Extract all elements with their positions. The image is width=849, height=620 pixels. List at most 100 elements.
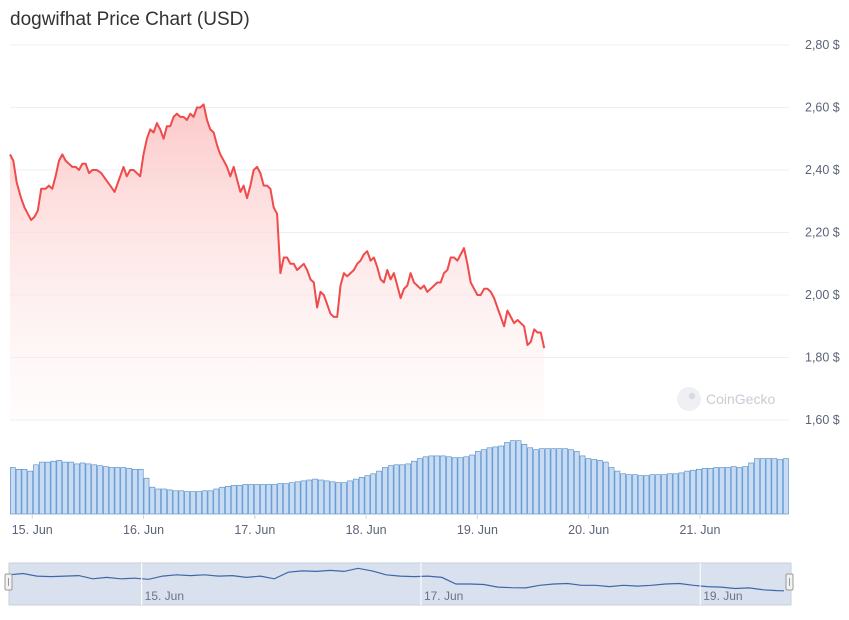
- coingecko-logo-icon: [677, 387, 701, 411]
- volume-bar: [620, 473, 627, 515]
- volume-bar: [387, 465, 394, 515]
- volume-bar: [562, 448, 568, 515]
- volume-bar: [114, 467, 121, 515]
- x-tick-label: 16. Jun: [123, 523, 164, 537]
- volume-bar: [550, 448, 557, 515]
- volume-bar: [265, 484, 272, 515]
- coingecko-logo-eye: [688, 392, 696, 400]
- volume-bar: [509, 440, 516, 515]
- navigator-tick-label: 15. Jun: [145, 589, 184, 603]
- chart-title: dogwifhat Price Chart (USD): [10, 9, 250, 30]
- volume-bar: [323, 480, 330, 515]
- volume-bar: [399, 464, 406, 515]
- volume-bar: [649, 474, 656, 515]
- volume-bar: [783, 458, 789, 515]
- x-axis-labels: 15. Jun 16. Jun 17. Jun 18. Jun 19. Jun 20. J…: [12, 514, 721, 537]
- volume-bar: [480, 449, 487, 515]
- volume-bar: [608, 467, 615, 515]
- volume-bar: [672, 473, 679, 515]
- volume-bar: [172, 490, 179, 515]
- volume-bar: [695, 468, 702, 515]
- volume-bar: [730, 466, 737, 515]
- volume-bar: [103, 466, 109, 515]
- volume-bar: [341, 482, 347, 515]
- volume-bar: [143, 477, 150, 515]
- x-tick-label: 17. Jun: [234, 523, 275, 537]
- volume-bar: [376, 470, 382, 515]
- volume-bar: [85, 463, 92, 515]
- price-line: [9, 103, 546, 349]
- volume-bar: [259, 484, 266, 515]
- volume-bar: [68, 461, 74, 515]
- volume-bar: [515, 440, 522, 515]
- volume-bar: [318, 479, 324, 515]
- volume-bar: [347, 480, 353, 515]
- volume-bar: [486, 447, 493, 515]
- volume-bar: [207, 490, 214, 515]
- volume-bar: [190, 491, 196, 515]
- volume-bar: [196, 491, 202, 515]
- y-tick-label: 2,40 $: [805, 163, 840, 177]
- volume-bar: [777, 459, 783, 515]
- volume-bar: [666, 473, 673, 515]
- x-tick-label: 19. Jun: [457, 523, 498, 537]
- navigator-tick-label: 19. Jun: [703, 589, 742, 603]
- volume-bar: [184, 491, 191, 515]
- volume-bar: [132, 468, 138, 515]
- volume-bar: [701, 468, 708, 515]
- volume-bar: [533, 449, 539, 515]
- volume-bar: [422, 456, 429, 515]
- volume-bar: [771, 458, 778, 515]
- volume-bar: [44, 461, 51, 515]
- volume-bar: [626, 474, 632, 515]
- volume-bar: [428, 455, 435, 515]
- volume-bar: [254, 484, 260, 515]
- volume-bar: [469, 454, 475, 515]
- volume-bar: [579, 455, 586, 515]
- x-tick-label: 20. Jun: [568, 523, 609, 537]
- volume-bar: [161, 488, 167, 515]
- volume-bar: [370, 473, 377, 515]
- volume-bar: [352, 478, 359, 515]
- volume-bar: [166, 489, 173, 515]
- x-tick-label: 15. Jun: [12, 523, 53, 537]
- volume-series: [10, 440, 789, 515]
- volume-bar: [306, 479, 313, 515]
- volume-bar: [10, 467, 16, 515]
- volume-bar: [725, 467, 731, 515]
- volume-bar: [504, 442, 510, 515]
- y-tick-label: 1,60 $: [805, 413, 840, 427]
- volume-bar: [736, 467, 743, 515]
- volume-bar: [457, 457, 464, 515]
- volume-bar: [719, 467, 725, 515]
- volume-bar: [300, 480, 307, 515]
- volume-bar: [62, 461, 68, 515]
- price-area: [10, 104, 545, 421]
- volume-bar: [498, 445, 504, 515]
- volume-bar: [434, 455, 440, 515]
- volume-bar: [21, 468, 28, 515]
- volume-bar: [678, 472, 685, 515]
- volume-bar: [591, 459, 597, 515]
- x-tick-label: 18. Jun: [346, 523, 387, 537]
- volume-bar: [684, 470, 690, 515]
- navigator-line: [8, 567, 785, 592]
- coingecko-watermark: CoinGecko: [677, 387, 775, 411]
- volume-bar: [585, 458, 592, 515]
- volume-bar: [91, 464, 98, 515]
- volume-bar: [411, 460, 417, 515]
- volume-bar: [544, 448, 551, 515]
- volume-bar: [655, 474, 661, 515]
- volume-bar: [690, 469, 696, 515]
- volume-bar: [213, 488, 220, 515]
- volume-bar: [765, 458, 772, 515]
- volume-bar: [707, 468, 714, 515]
- volume-bar: [230, 485, 237, 515]
- volume-bar: [382, 467, 388, 515]
- volume-bar: [39, 461, 45, 515]
- volume-bar: [405, 463, 411, 515]
- volume-bar: [416, 458, 423, 515]
- volume-bar: [271, 484, 278, 515]
